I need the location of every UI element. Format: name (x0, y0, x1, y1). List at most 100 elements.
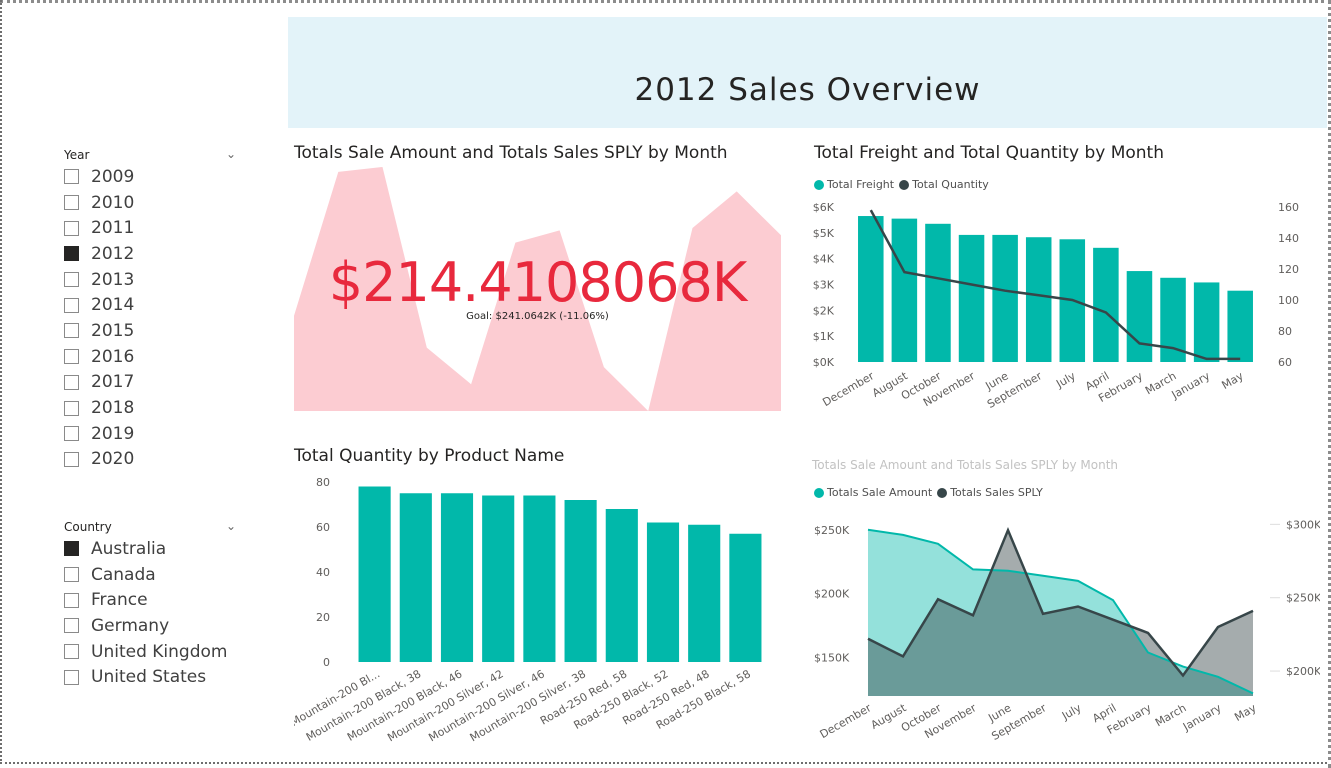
slicer-item-2009[interactable]: 2009 (64, 164, 236, 190)
y-axis-tick: 20 (316, 611, 330, 624)
slicer-item-germany[interactable]: Germany (64, 613, 236, 639)
x-axis-tick: December (818, 701, 874, 741)
checkbox[interactable] (64, 669, 79, 685)
checkbox[interactable] (64, 541, 79, 557)
slicer-item-2019[interactable]: 2019 (64, 421, 236, 447)
checkbox[interactable] (64, 220, 79, 236)
y-axis-tick: $3K (813, 279, 835, 292)
slicer-item-united-kingdom[interactable]: United Kingdom (64, 639, 236, 665)
checkbox[interactable] (64, 272, 79, 288)
y2-axis-tick: $250K (1286, 592, 1320, 605)
legend-label: Totals Sales SPLY (950, 486, 1043, 499)
checkbox[interactable] (64, 400, 79, 416)
bar-total-quantity (646, 522, 680, 662)
y2-axis-tick: 140 (1278, 232, 1299, 245)
x-axis-tick: May (1220, 369, 1247, 392)
y-axis-tick: 0 (323, 656, 330, 669)
area-chart-legend: Totals Sale Amount Totals Sales SPLY (814, 486, 1048, 499)
slicer-item-label: Germany (91, 615, 170, 636)
legend-item-totals-sales-sply[interactable]: Totals Sales SPLY (937, 486, 1043, 499)
checkbox[interactable] (64, 644, 79, 660)
checkbox[interactable] (64, 323, 79, 339)
slicer-item-label: 2018 (91, 398, 135, 419)
x-axis-tick: January (1180, 701, 1224, 734)
legend-item-total-freight[interactable]: Total Freight (814, 178, 894, 191)
y2-axis-tick: 80 (1278, 325, 1292, 338)
y-axis-tick: $1K (813, 330, 835, 343)
y2-axis-tick: 100 (1278, 294, 1299, 307)
slicer-item-label: 2012 (91, 243, 135, 264)
checkbox[interactable] (64, 195, 79, 211)
slicer-item-2015[interactable]: 2015 (64, 318, 236, 344)
slicer-item-label: 2019 (91, 423, 135, 444)
slicer-item-2010[interactable]: 2010 (64, 190, 236, 216)
y-axis-tick: $200K (814, 588, 850, 601)
slicer-item-2016[interactable]: 2016 (64, 344, 236, 370)
title-banner: 2012 Sales Overview (288, 17, 1327, 128)
checkbox[interactable] (64, 297, 79, 313)
y-axis-tick: $150K (814, 652, 850, 665)
slicer-item-2011[interactable]: 2011 (64, 215, 236, 241)
y-axis-tick: $4K (813, 253, 835, 266)
slicer-item-2013[interactable]: 2013 (64, 267, 236, 293)
legend-dot-icon (937, 487, 948, 498)
slicer-item-2014[interactable]: 2014 (64, 292, 236, 318)
slicer-item-label: 2009 (91, 166, 135, 187)
slicer-item-australia[interactable]: Australia (64, 536, 236, 562)
y-axis-tick: $250K (814, 524, 850, 537)
kpi-trend-area[interactable] (294, 167, 781, 411)
slicer-item-2017[interactable]: 2017 (64, 370, 236, 396)
slicer-item-canada[interactable]: Canada (64, 562, 236, 588)
country-slicer-header[interactable]: Country ⌄ (64, 519, 236, 536)
y-axis-tick: 40 (316, 566, 330, 579)
slicer-item-label: 2011 (91, 218, 135, 239)
legend-label: Total Quantity (912, 178, 989, 191)
kpi-goal: Goal: $241.0642K (-11.06%) (466, 311, 609, 322)
checkbox[interactable] (64, 426, 79, 442)
kpi-trend-path (294, 167, 781, 411)
freight-chart-legend: Total Freight Total Quantity (814, 178, 994, 191)
area-totals-sale-amount (868, 529, 1253, 696)
bar-total-quantity (523, 495, 556, 662)
checkbox[interactable] (64, 349, 79, 365)
checkbox[interactable] (64, 374, 79, 390)
kpi-title: Totals Sale Amount and Totals Sales SPLY… (294, 143, 728, 163)
checkbox[interactable] (64, 246, 79, 262)
bar-total-quantity (358, 486, 391, 662)
slicer-item-label: United States (91, 667, 207, 688)
legend-item-total-quantity[interactable]: Total Quantity (899, 178, 989, 191)
chevron-down-icon[interactable]: ⌄ (225, 519, 236, 533)
slicer-item-2018[interactable]: 2018 (64, 395, 236, 421)
x-axis-tick: January (1169, 369, 1213, 402)
y-axis-tick: $6K (813, 201, 835, 214)
slicer-item-united-states[interactable]: United States (64, 664, 236, 690)
checkbox[interactable] (64, 567, 79, 583)
slicer-item-label: 2015 (91, 320, 135, 341)
checkbox[interactable] (64, 169, 79, 185)
area-totals-sales-sply (868, 530, 1253, 696)
y-axis-tick: $5K (813, 227, 835, 240)
dotted-right-border (1325, 0, 1331, 768)
year-slicer: Year ⌄ 2009 2010 2011 2012 2013 2014 2015 2016 2… (64, 147, 236, 473)
freight-quantity-chart[interactable]: $6K $5K $4K $3K $2K $1K $0K 160 140 120 100 80 60 Dec… (800, 195, 1310, 410)
checkbox[interactable] (64, 592, 79, 608)
x-axis-tick: December (820, 369, 876, 409)
y2-axis-tick: 60 (1278, 356, 1292, 369)
slicer-item-france[interactable]: France (64, 587, 236, 613)
checkbox[interactable] (64, 451, 79, 467)
y-axis-tick: $0K (813, 356, 835, 369)
bar-total-freight (891, 218, 918, 362)
checkbox[interactable] (64, 618, 79, 634)
bar-total-freight (1093, 247, 1119, 362)
slicer-item-2020[interactable]: 2020 (64, 447, 236, 473)
bar-total-quantity (729, 533, 762, 662)
slicer-item-2012[interactable]: 2012 (64, 241, 236, 267)
legend-item-totals-sale-amount[interactable]: Totals Sale Amount (814, 486, 932, 499)
sales-sply-area-chart[interactable]: $250K$200K$150K$300K$250K$200KDecemberAu… (800, 502, 1320, 742)
slicer-item-label: 2020 (91, 449, 135, 470)
slicer-item-label: 2013 (91, 269, 135, 290)
bar-total-freight (1227, 290, 1253, 362)
year-slicer-header[interactable]: Year ⌄ (64, 147, 236, 164)
chevron-down-icon[interactable]: ⌄ (225, 147, 236, 161)
